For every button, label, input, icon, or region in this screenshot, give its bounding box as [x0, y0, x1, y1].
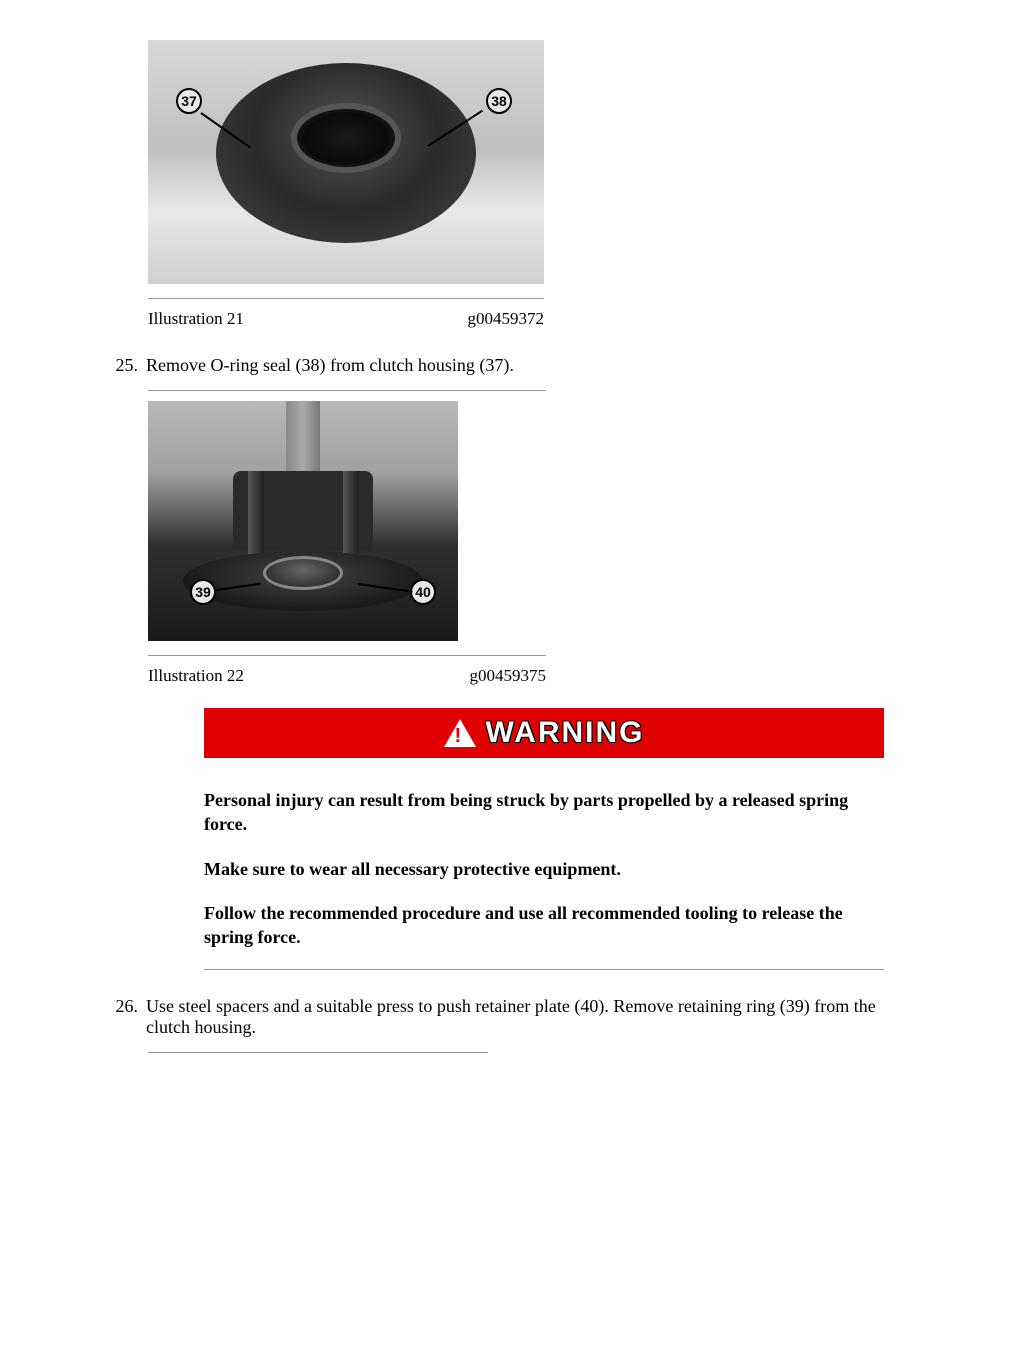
warning-triangle-icon: [444, 719, 476, 747]
callout-label: 40: [415, 584, 431, 600]
step-divider: [148, 1052, 488, 1053]
figure-22-image: 39 40: [148, 401, 458, 641]
illustration-code: g00459372: [468, 309, 545, 329]
callout-37: 37: [176, 88, 202, 114]
press-leg: [248, 471, 264, 561]
warning-para-2: Make sure to wear all necessary protecti…: [204, 857, 884, 881]
figure-caption-row: Illustration 21 g00459372: [148, 309, 544, 329]
press-leg: [343, 471, 359, 561]
step-number: 25.: [108, 355, 146, 376]
callout-40: 40: [410, 579, 436, 605]
step-26: 26. Use steel spacers and a suitable pre…: [108, 996, 964, 1038]
step-divider: [148, 390, 546, 391]
figure-divider: [148, 298, 544, 299]
center-ring: [263, 556, 343, 590]
callout-38: 38: [486, 88, 512, 114]
illustration-label: Illustration 21: [148, 309, 244, 329]
warning-divider: [204, 969, 884, 970]
part-center: [291, 103, 401, 173]
warning-body: Personal injury can result from being st…: [204, 788, 884, 949]
step-number: 26.: [108, 996, 146, 1038]
warning-banner-text: WARNING: [486, 716, 645, 750]
figure-21-image: 37 38: [148, 40, 544, 284]
step-25: 25. Remove O-ring seal (38) from clutch …: [108, 355, 964, 376]
figure-caption-row: Illustration 22 g00459375: [148, 666, 546, 686]
step-text: Remove O-ring seal (38) from clutch hous…: [146, 355, 964, 376]
illustration-code: g00459375: [470, 666, 547, 686]
illustration-label: Illustration 22: [148, 666, 244, 686]
callout-label: 37: [181, 93, 197, 109]
figure-21-block: 37 38 Illustration 21 g00459372: [148, 40, 964, 329]
callout-label: 38: [491, 93, 507, 109]
callout-label: 39: [195, 584, 211, 600]
warning-banner: WARNING: [204, 708, 884, 758]
step-text: Use steel spacers and a suitable press t…: [146, 996, 964, 1038]
warning-para-3: Follow the recommended procedure and use…: [204, 901, 884, 950]
warning-para-1: Personal injury can result from being st…: [204, 788, 884, 837]
callout-39: 39: [190, 579, 216, 605]
warning-section: WARNING Personal injury can result from …: [204, 708, 884, 970]
figure-22-block: 39 40 Illustration 22 g00459375: [148, 401, 964, 686]
figure-divider: [148, 655, 546, 656]
